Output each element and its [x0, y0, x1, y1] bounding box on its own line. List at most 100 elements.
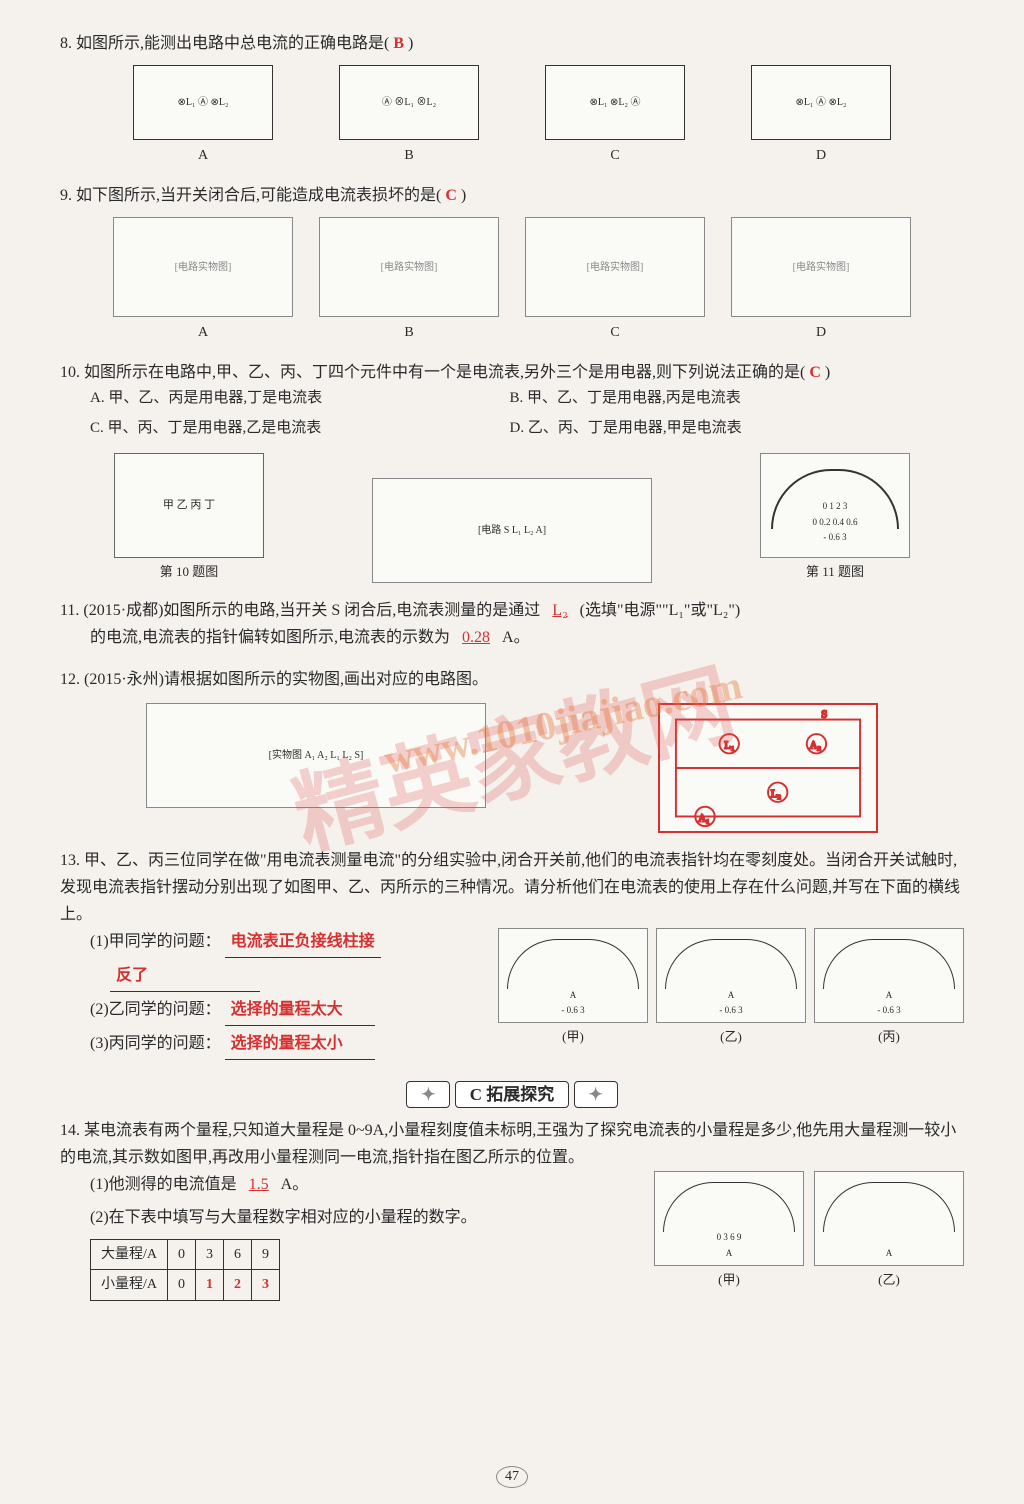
q9-label-b: B	[306, 321, 512, 345]
q14-left: (1)他测得的电流值是 1.5 A。 (2)在下表中填写与大量程数字相对应的小量…	[60, 1171, 654, 1301]
q13-meter-bing: A- 0.6 3 (丙)	[814, 928, 964, 1063]
table-header-big: 大量程/A	[91, 1239, 168, 1270]
q8-label-c: C	[512, 144, 718, 168]
ammeter-icon: A- 0.6 3	[498, 928, 648, 1023]
q9-answer: C	[445, 187, 457, 204]
question-12: 12. (2015·永州)请根据如图所示的实物图,画出对应的电路图。 [实物图 …	[60, 666, 964, 833]
q13-sub3: (3)丙同学的问题： 选择的量程太小	[60, 1030, 478, 1060]
q10-opt-b: B. 甲、乙、丁是用电器,丙是电流表	[510, 386, 930, 412]
realistic-circuit-icon: [电路实物图]	[319, 217, 499, 317]
realistic-circuit-icon: [电路实物图]	[113, 217, 293, 317]
q13-sub2: (2)乙同学的问题： 选择的量程太大	[60, 996, 478, 1026]
q9-label-a: A	[100, 321, 306, 345]
q13-sub2-ans: 选择的量程太大	[231, 1001, 343, 1018]
page-number: 47	[496, 1466, 528, 1488]
q14-meters: 0 3 6 9A (甲) A (乙)	[654, 1171, 964, 1291]
q10-opt-c: C. 甲、丙、丁是用电器,乙是电流表	[90, 416, 510, 442]
q12-physical-circuit: [实物图 A₁ A₂ L₁ L₂ S]	[146, 703, 486, 808]
q14-table-ans2: 2	[224, 1270, 252, 1301]
section-c-header: ✦ C 拓展探究 ✦	[60, 1080, 964, 1105]
circuit-diagram-icon: ⊗L₁ ⊗L₂ Ⓐ	[545, 65, 685, 140]
q13-sub1b: 反了	[60, 962, 478, 992]
question-14: 14. 某电流表有两个量程,只知道大量程是 0~9A,小量程刻度值未标明,王强为…	[60, 1117, 964, 1302]
schematic-icon: 甲 乙 丙 丁	[114, 453, 264, 558]
q11-text-a: 11. (2015·成都)如图所示的电路,当开关 S 闭合后,电流表测量的是通过	[60, 602, 544, 619]
q12-answer-circuit: L₁ A₂ A₁ L₂ S	[658, 703, 878, 833]
q9-close: )	[461, 187, 466, 204]
question-11: 11. (2015·成都)如图所示的电路,当开关 S 闭合后,电流表测量的是通过…	[60, 597, 964, 651]
q8-circuit-row: ⊗L₁ Ⓐ ⊗L₂ A Ⓐ ⊗L₁ ⊗L₂ B ⊗L₁ ⊗L₂ Ⓐ C ⊗L₁ …	[60, 65, 964, 168]
q8-text: 8. 如图所示,能测出电路中总电流的正确电路是(	[60, 35, 393, 52]
q11-ans2: 0.28	[454, 629, 498, 646]
q14-meter-yi: A (乙)	[814, 1171, 964, 1291]
q8-label-d: D	[718, 144, 924, 168]
ammeter-icon: A- 0.6 3	[814, 928, 964, 1023]
q9-circuit-row: [电路实物图] A [电路实物图] B [电路实物图] C [电路实物图] D	[60, 217, 964, 345]
table-row: 小量程/A 0 1 2 3	[91, 1270, 280, 1301]
svg-text:A₁: A₁	[698, 813, 709, 824]
q14-table-ans3: 3	[252, 1270, 280, 1301]
q14-sub1: (1)他测得的电流值是 1.5 A。	[60, 1171, 654, 1200]
q10-opt-a: A. 甲、乙、丙是用电器,丁是电流表	[90, 386, 510, 412]
question-13: 13. 甲、乙、丙三位同学在做"用电流表测量电流"的分组实验中,闭合开关前,他们…	[60, 847, 964, 1064]
q11-ans1: L₂	[544, 602, 575, 619]
question-10: 10. 如图所示在电路中,甲、乙、丙、丁四个元件中有一个是电流表,另外三个是用电…	[60, 359, 964, 583]
q14-sub2: (2)在下表中填写与大量程数字相对应的小量程的数字。	[60, 1204, 654, 1233]
svg-text:L₂: L₂	[771, 789, 782, 800]
q8-label-b: B	[306, 144, 512, 168]
q9-label-c: C	[512, 321, 718, 345]
q8-circuit-a: ⊗L₁ Ⓐ ⊗L₂ A	[100, 65, 306, 168]
q8-close: )	[408, 35, 413, 52]
question-9: 9. 如下图所示,当开关闭合后,可能造成电流表损坏的是( C ) [电路实物图]…	[60, 182, 964, 345]
q13-meters: A- 0.6 3 (甲) A- 0.6 3 (乙) A- 0.6 3 (丙)	[498, 928, 964, 1063]
q8-label-a: A	[100, 144, 306, 168]
q13-meter-jia: A- 0.6 3 (甲)	[498, 928, 648, 1063]
q14-table-ans1: 1	[196, 1270, 224, 1301]
ammeter-icon: A	[814, 1171, 964, 1266]
q8-circuit-c: ⊗L₁ ⊗L₂ Ⓐ C	[512, 65, 718, 168]
q10-answer: C	[809, 364, 821, 381]
q13-sub1-ans-b: 反了	[116, 967, 148, 984]
q10-figure-row: 甲 乙 丙 丁 第 10 题图 [电路 S L₁ L₂ A] 0 1 2 3 0…	[60, 453, 964, 583]
q11-text-d: A。	[502, 629, 530, 646]
q14-sub1-ans: 1.5	[241, 1176, 277, 1193]
circuit-diagram-icon: Ⓐ ⊗L₁ ⊗L₂	[339, 65, 479, 140]
q13-sub1: (1)甲同学的问题： 电流表正负接线柱接	[60, 928, 478, 958]
q14-row: (1)他测得的电流值是 1.5 A。 (2)在下表中填写与大量程数字相对应的小量…	[60, 1171, 964, 1301]
q10-figure: 甲 乙 丙 丁 第 10 题图	[114, 453, 264, 583]
ammeter-icon: A- 0.6 3	[656, 928, 806, 1023]
q10-caption: 第 10 题图	[114, 561, 264, 583]
question-8: 8. 如图所示,能测出电路中总电流的正确电路是( B ) ⊗L₁ Ⓐ ⊗L₂ A…	[60, 30, 964, 168]
q13-sub3-ans: 选择的量程太小	[231, 1035, 343, 1052]
q13-subquestions: (1)甲同学的问题： 电流表正负接线柱接 反了 (2)乙同学的问题： 选择的量程…	[60, 928, 478, 1063]
q14-text: 14. 某电流表有两个量程,只知道大量程是 0~9A,小量程刻度值未标明,王强为…	[60, 1122, 956, 1166]
table-header-small: 小量程/A	[91, 1270, 168, 1301]
q9-text: 9. 如下图所示,当开关闭合后,可能造成电流表损坏的是(	[60, 187, 445, 204]
q13-layout: (1)甲同学的问题： 电流表正负接线柱接 反了 (2)乙同学的问题： 选择的量程…	[60, 928, 964, 1063]
q10-options: A. 甲、乙、丙是用电器,丁是电流表 B. 甲、乙、丁是用电器,丙是电流表 C.…	[60, 386, 964, 445]
q9-circuit-d: [电路实物图] D	[718, 217, 924, 345]
q9-label-d: D	[718, 321, 924, 345]
q8-answer: B	[393, 35, 404, 52]
q8-circuit-d: ⊗L₁ Ⓐ ⊗L₂ D	[718, 65, 924, 168]
q11-circuit-figure: [电路 S L₁ L₂ A]	[372, 478, 652, 583]
q14-meter-jia: 0 3 6 9A (甲)	[654, 1171, 804, 1291]
circuit-diagram-icon: ⊗L₁ Ⓐ ⊗L₂	[133, 65, 273, 140]
q10-text: 10. 如图所示在电路中,甲、乙、丙、丁四个元件中有一个是电流表,另外三个是用电…	[60, 364, 809, 381]
q11-text-c: 的电流,电流表的指针偏转如图所示,电流表的示数为	[60, 629, 454, 646]
q11-caption: 第 11 题图	[760, 561, 910, 583]
q9-circuit-c: [电路实物图] C	[512, 217, 718, 345]
q12-text: 12. (2015·永州)请根据如图所示的实物图,画出对应的电路图。	[60, 671, 488, 688]
q8-circuit-b: Ⓐ ⊗L₁ ⊗L₂ B	[306, 65, 512, 168]
svg-text:S: S	[821, 709, 827, 720]
q12-figures: [实物图 A₁ A₂ L₁ L₂ S] L₁ A₂ A₁ L₂ S	[60, 703, 964, 833]
q13-sub1-ans-a: 电流表正负接线柱接	[231, 933, 375, 950]
section-c-title: C 拓展探究	[455, 1081, 570, 1108]
ammeter-dial-icon: 0 1 2 3 0 0.2 0.4 0.6 - 0.6 3	[760, 453, 910, 558]
ammeter-icon: 0 3 6 9A	[654, 1171, 804, 1266]
q10-opt-d: D. 乙、丙、丁是用电器,甲是电流表	[510, 416, 930, 442]
q10-close: )	[825, 364, 830, 381]
realistic-circuit-icon: [电路实物图]	[731, 217, 911, 317]
q9-circuit-a: [电路实物图] A	[100, 217, 306, 345]
svg-text:L₁: L₁	[724, 740, 734, 751]
